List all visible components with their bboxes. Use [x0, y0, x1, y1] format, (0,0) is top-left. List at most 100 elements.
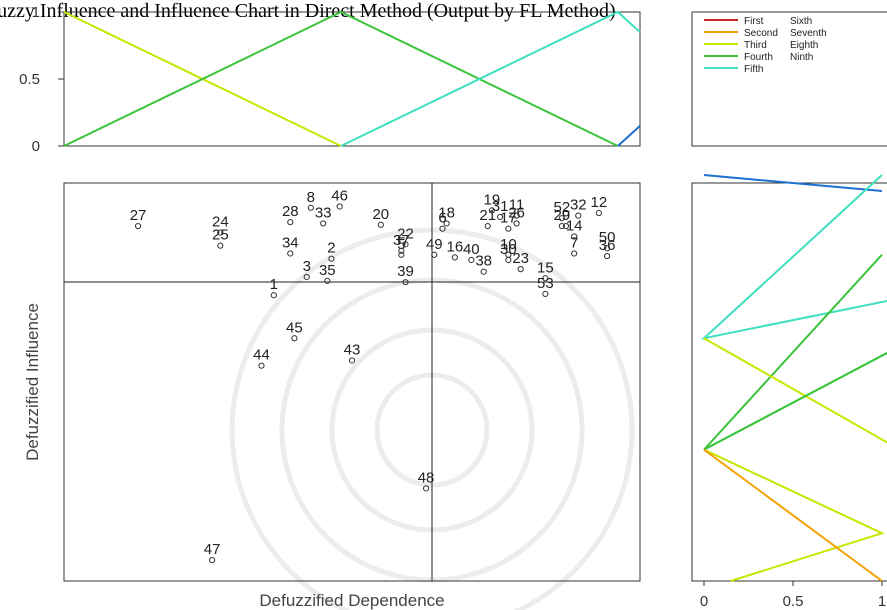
right-x-tick-label: 0.5: [783, 593, 804, 610]
scatter-point-19: [488, 207, 495, 214]
scatter-point-label-38: 38: [475, 253, 492, 270]
scatter-point-label-24: 24: [212, 214, 229, 231]
scatter-point-label-47: 47: [204, 541, 221, 558]
scatter-point-label-5: 5: [397, 236, 405, 253]
scatter-point-label-6: 6: [438, 210, 446, 227]
scatter-point-5: [398, 251, 405, 258]
scatter-point-label-14: 14: [566, 218, 583, 235]
scatter-point-9: [562, 222, 570, 230]
top-series-line-fourth-1: [63, 10, 619, 147]
scatter-point-3: [303, 273, 310, 281]
legend-label-third: Third: [744, 40, 767, 51]
scatter-point-label-9: 9: [562, 207, 570, 224]
membership-top-panel: 00.51: [19, 4, 641, 155]
scatter-point-label-32: 32: [570, 197, 587, 214]
scatter-point-22: [402, 241, 409, 248]
scatter-point-label-17: 17: [500, 210, 517, 227]
legend-label-sixth: Sixth: [790, 16, 812, 27]
scatter-point-label-20: 20: [372, 206, 389, 223]
scatter-point-label-22: 22: [397, 225, 414, 242]
scatter-point-30: [505, 256, 512, 264]
scatter-point-34: [287, 250, 294, 257]
legend-label-eighth: Eighth: [790, 40, 818, 51]
legend-frame: [691, 11, 887, 147]
scatter-point-label-7: 7: [570, 234, 578, 251]
scatter-point-label-26: 26: [508, 204, 525, 221]
top-y-tick-label: 0.5: [19, 71, 40, 88]
scatter-point-label-10: 10: [500, 236, 517, 253]
right-series-line-fourth-5: [703, 351, 887, 451]
scatter-point-40: [468, 256, 475, 264]
scatter-point-11: [513, 212, 520, 219]
scatter-point-28: [287, 219, 294, 226]
top-y-tick-label: 0: [32, 138, 40, 155]
right-series-line-second-6: [703, 448, 883, 582]
scatter-point-53: [542, 290, 549, 298]
scatter-point-25: [217, 242, 224, 249]
legend-panel: First Sixth Second Seventh Third Eighth Fourth…: [691, 11, 887, 147]
scatter-point-24: [217, 229, 224, 236]
scatter-point-29: [558, 222, 565, 230]
right-series-line-third-4: [703, 448, 885, 582]
top-y-tick-label: 1: [32, 4, 40, 21]
right-series-line-third-3: [703, 337, 887, 444]
top-panel-frame: [63, 11, 641, 147]
top-panel-y-axis: 00.51: [19, 4, 64, 155]
scatter-point-label-50: 50: [599, 229, 616, 246]
scatter-point-label-48: 48: [418, 469, 435, 486]
scatter-point-label-34: 34: [282, 234, 299, 251]
scatter-point-35: [324, 277, 331, 284]
top-panel-lines: [63, 10, 641, 147]
scatter-point-50: [603, 245, 611, 252]
top-series-line-sixth-3: [617, 125, 641, 147]
right-series-line-fourth-2: [703, 253, 887, 451]
scatter-point-label-23: 23: [512, 250, 529, 267]
scatter-point-32: [575, 212, 582, 219]
scatter-point-label-16: 16: [447, 238, 464, 255]
right-x-tick-label: 0: [700, 593, 708, 610]
scatter-point-label-52: 52: [553, 199, 570, 216]
x-axis-label: Defuzzified Dependence: [259, 591, 444, 610]
right-x-tick-label: 1: [878, 593, 886, 610]
scatter-point-label-39: 39: [397, 263, 414, 280]
scatter-point-8: [307, 204, 314, 211]
scatter-point-label-40: 40: [463, 241, 480, 258]
scatter-point-27: [134, 222, 142, 230]
legend-label-seventh: Seventh: [790, 28, 827, 39]
scatter-point-label-27: 27: [130, 207, 147, 224]
right-series-line-sixth-0: [703, 174, 883, 192]
scatter-point-label-15: 15: [537, 259, 554, 276]
legend-label-second: Second: [744, 28, 778, 39]
scatter-point-47: [209, 557, 216, 564]
right-series-line-fifth-1: [700, 174, 887, 340]
scatter-point-20: [377, 221, 384, 228]
scatter-point-label-46: 46: [331, 187, 348, 204]
scatter-point-7: [571, 250, 578, 257]
membership-right-panel: 0 0.5 1: [691, 174, 887, 610]
scatter-point-33: [320, 220, 327, 227]
scatter-point-label-35: 35: [319, 262, 336, 279]
scatter-point-48: [422, 485, 430, 492]
scatter-point-6: [439, 225, 446, 232]
legend-label-fifth: Fifth: [744, 64, 763, 75]
scatter-point-label-19: 19: [484, 191, 501, 208]
chart-title: Fuzzy Influence and Influence Chart in D…: [0, 0, 616, 22]
scatter-point-15: [542, 275, 549, 282]
scatter-point-2: [328, 255, 335, 262]
scatter-point-21: [484, 222, 491, 230]
top-series-line-fifth-2: [340, 10, 641, 147]
scatter-point-label-11: 11: [509, 197, 525, 214]
legend-label-ninth: Ninth: [790, 52, 813, 63]
scatter-point-16: [451, 254, 458, 261]
legend-label-first: First: [744, 16, 764, 27]
scatter-point-14: [571, 233, 578, 240]
scatter-point-label-44: 44: [253, 347, 270, 364]
scatter-point-label-12: 12: [591, 194, 608, 211]
legend-label-fourth: Fourth: [744, 52, 773, 63]
scatter-point-label-2: 2: [327, 240, 335, 257]
scatter-point-label-49: 49: [426, 236, 443, 253]
scatter-point-38: [480, 268, 487, 275]
